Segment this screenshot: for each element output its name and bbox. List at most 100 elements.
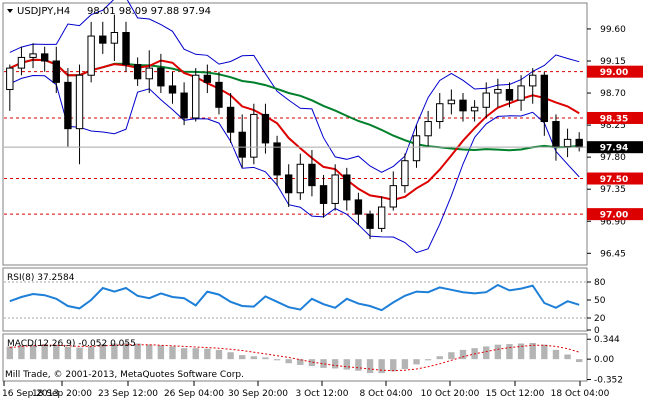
rsi-line: [9, 283, 580, 312]
macd-bar: [308, 359, 316, 367]
chart-header: USDJPY,H4 98.01 98.09 97.88 97.94: [7, 6, 211, 17]
macd-bar: [529, 342, 536, 360]
time-tick-label: 3 Oct 12:00: [296, 389, 349, 399]
price-tick-label: 96.45: [600, 249, 626, 259]
time-tick-label: 23 Sep 12:00: [98, 389, 158, 399]
candle-body: [308, 163, 316, 187]
macd-bar: [552, 349, 560, 360]
macd-bar: [29, 344, 37, 360]
macd-bar: [146, 344, 153, 360]
current-price-label: 97.94: [600, 144, 628, 154]
candle-body: [145, 67, 153, 80]
rsi-levels: [4, 281, 586, 319]
macd-title: MACD(12,26,9) -0.052 0.055: [7, 339, 136, 349]
candle-body: [261, 113, 270, 144]
rsi-frame: [2, 267, 588, 332]
time-tick-label: 8 Oct 04:00: [360, 389, 413, 399]
macd-bar: [378, 359, 385, 374]
candle-body: [52, 60, 60, 83]
candle-body: [563, 138, 572, 147]
rsi-tick-label: 0: [594, 326, 600, 336]
macd-bar: [331, 359, 339, 369]
macd-histogram: [6, 342, 583, 374]
macd-axis: 0.344 0.00 -0.352: [587, 335, 623, 386]
candle-body: [412, 135, 421, 162]
candlesticks: [6, 14, 583, 240]
candle-body: [122, 31, 130, 66]
macd-bar: [53, 344, 60, 360]
rsi-axis: 80 50 20 0: [587, 278, 606, 336]
current-price-tag: [587, 141, 643, 154]
rsi-tick-label: 80: [594, 278, 606, 288]
rsi-panel[interactable]: 80 50 20 0 RSI(8) 37.2584: [2, 267, 606, 336]
macd-bar: [448, 352, 455, 360]
level-label: 99.00: [600, 68, 628, 78]
macd-bar: [343, 359, 350, 370]
macd-frame: [2, 333, 588, 382]
macd-bar: [401, 359, 409, 369]
support-resistance-lines: [4, 71, 586, 215]
macd-bar: [64, 347, 72, 360]
macd-panel[interactable]: 0.344 0.00 -0.352 MACD(12,26,9) -0.052 0.0…: [2, 333, 623, 386]
macd-signal-line: [9, 344, 580, 372]
price-axis: 99.60 99.15 98.70 98.25 97.80 97.35 96.90 96.45…: [587, 25, 643, 259]
macd-bar: [390, 359, 397, 372]
level-tag: [587, 111, 643, 124]
candle-body: [99, 35, 107, 44]
macd-bar: [111, 343, 118, 360]
price-tick-label: 97.80: [600, 153, 626, 163]
candle-body: [517, 85, 525, 101]
candle-body: [354, 199, 363, 215]
candle-body: [377, 206, 386, 229]
candle-body: [459, 99, 467, 112]
time-tick-label: 26 Sep 04:00: [164, 389, 224, 399]
price-tick-label: 98.70: [600, 89, 626, 99]
macd-bar: [18, 345, 25, 360]
macd-bar: [483, 346, 490, 360]
candle-body: [447, 99, 456, 105]
macd-bar: [297, 359, 304, 365]
macd-tick-label: -0.352: [594, 376, 623, 386]
macd-bar: [506, 344, 513, 360]
candle-body: [133, 64, 142, 80]
candle-body: [273, 142, 281, 176]
rsi-title: RSI(8) 37.2584: [7, 273, 75, 283]
macd-bar: [6, 346, 14, 360]
candle-body: [296, 163, 305, 194]
macd-bar: [541, 344, 548, 360]
macd-bar: [134, 343, 141, 360]
candle-body: [226, 106, 235, 133]
candle-body: [529, 74, 537, 87]
dropdown-arrow-icon[interactable]: [7, 9, 13, 13]
candle-body: [436, 103, 444, 123]
price-tick-label: 99.15: [600, 57, 626, 67]
candle-body: [331, 174, 339, 204]
time-tick-label: 10 Oct 20:00: [421, 389, 480, 399]
copyright-text: Mill Trade, © 2001-2013, MetaQuotes Soft…: [5, 370, 244, 380]
macd-tick-label: 0.00: [594, 355, 614, 365]
level-tag: [587, 208, 643, 221]
macd-bar: [180, 348, 188, 360]
price-tick-label: 98.25: [600, 121, 626, 131]
candle-body: [424, 121, 432, 137]
macd-bar: [192, 348, 199, 360]
macd-bar: [436, 356, 443, 360]
macd-bar: [424, 359, 432, 361]
time-tick-label: 18 Sep 20:00: [32, 389, 92, 399]
candle-body: [366, 213, 374, 229]
candle-body: [238, 131, 246, 158]
candle-body: [343, 174, 351, 201]
candle-body: [192, 74, 200, 119]
candle-body: [64, 81, 72, 130]
candle-body: [17, 56, 26, 69]
macd-bar: [262, 357, 269, 360]
price-panel[interactable]: 99.60 99.15 98.70 98.25 97.80 97.35 96.90 96.45…: [2, 0, 643, 266]
candle-body: [470, 106, 479, 112]
macd-bar: [204, 348, 211, 360]
macd-bar: [227, 352, 234, 360]
candle-body: [87, 35, 95, 76]
symbol-label: USDJPY,H4: [17, 6, 70, 17]
lower-band: [9, 74, 580, 254]
